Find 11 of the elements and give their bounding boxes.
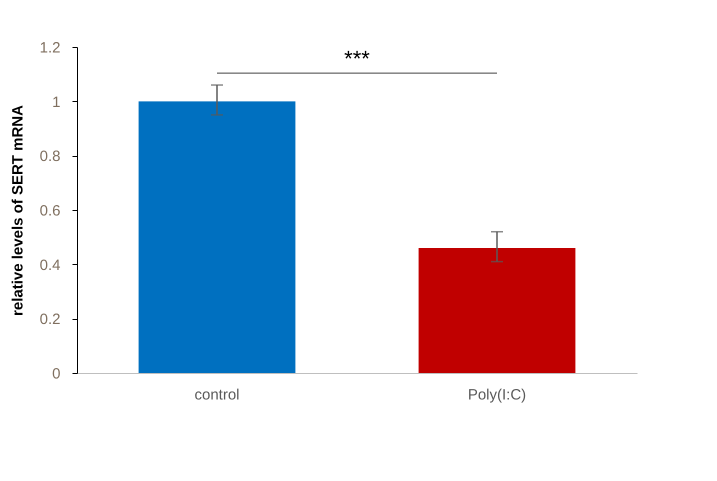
y-tick-label: 0.6 (40, 202, 60, 220)
y-tick-label: 1 (52, 94, 60, 111)
y-tick-label: 0 (52, 366, 60, 382)
y-tick-label: 0.8 (40, 148, 60, 166)
y-axis-title: relative levels of SERT mRNA (10, 104, 27, 316)
x-tick-label: Poly(I:C) (468, 386, 526, 404)
annotation: *** (344, 46, 370, 72)
y-tick-label: 1.2 (40, 40, 60, 56)
x-tick-label: control (194, 386, 240, 404)
y-tick-label: 0.2 (40, 311, 60, 328)
y-tick-label: 0.4 (40, 256, 60, 274)
